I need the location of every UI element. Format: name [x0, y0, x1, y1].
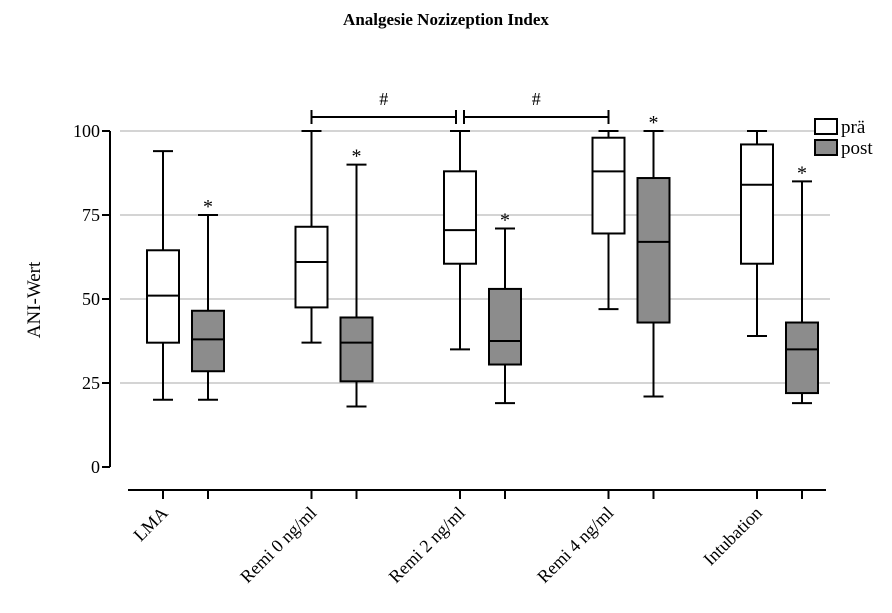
- significance-marker: *: [203, 196, 213, 218]
- significance-marker: *: [500, 209, 510, 231]
- bracket-label: #: [379, 89, 388, 109]
- box-iqr: [593, 138, 625, 234]
- box-iqr: [741, 144, 773, 263]
- box-iqr: [489, 289, 521, 365]
- significance-brackets: # #: [312, 89, 609, 124]
- box-iqr: [638, 178, 670, 322]
- box-prä-4: [741, 131, 773, 336]
- x-tick-label: Intubation: [699, 503, 765, 569]
- box-prä-0: [147, 151, 179, 400]
- box-iqr: [341, 317, 373, 381]
- legend-swatch: [815, 119, 837, 134]
- boxes: * * * * *: [147, 112, 818, 407]
- legend-swatch: [815, 140, 837, 155]
- x-axis: LMA Remi 0 ng/ml Remi 2 ng/ml Remi 4 ng/ml I…: [128, 490, 826, 587]
- x-tick-label: Remi 0 ng/ml: [236, 503, 320, 587]
- significance-marker: *: [797, 162, 807, 184]
- bracket-0: #: [312, 89, 457, 124]
- box-post-0: *: [192, 196, 224, 400]
- x-tick-label: Remi 2 ng/ml: [385, 503, 469, 587]
- bracket-label: #: [532, 89, 541, 109]
- box-iqr: [444, 171, 476, 263]
- y-tick-label: 0: [91, 457, 100, 477]
- significance-marker: *: [352, 146, 362, 168]
- y-axis: 0 25 50 75 100: [73, 121, 110, 477]
- legend-label: prä: [841, 117, 866, 138]
- box-post-1: *: [341, 146, 373, 407]
- x-tick-label: LMA: [129, 503, 171, 545]
- box-post-2: *: [489, 209, 521, 403]
- x-tick-label: Remi 4 ng/ml: [533, 503, 617, 587]
- y-axis-label: ANI-Wert: [24, 261, 45, 338]
- box-iqr: [786, 323, 818, 394]
- y-tick-label: 75: [82, 205, 100, 225]
- box-iqr: [192, 311, 224, 371]
- box-prä-1: [296, 131, 328, 343]
- significance-marker: *: [649, 112, 659, 134]
- y-tick-label: 25: [82, 373, 100, 393]
- y-tick-label: 100: [73, 121, 100, 141]
- box-iqr: [296, 227, 328, 308]
- bracket-1: #: [464, 89, 609, 124]
- box-prä-2: [444, 131, 476, 349]
- box-post-4: *: [786, 162, 818, 403]
- legend-label: post: [841, 138, 873, 159]
- y-tick-label: 50: [82, 289, 100, 309]
- box-prä-3: [593, 131, 625, 309]
- box-post-3: *: [638, 112, 670, 396]
